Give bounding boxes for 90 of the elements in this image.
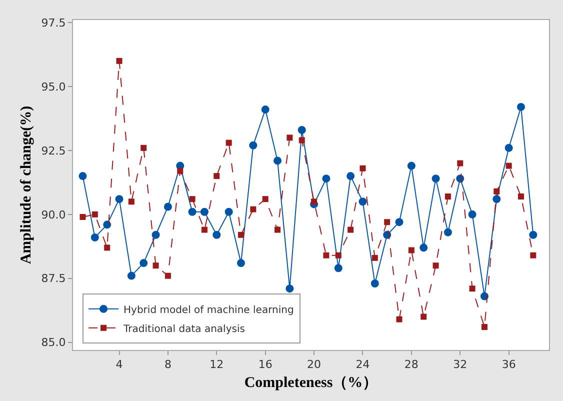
y-tick-label: 85.0 [41, 336, 66, 350]
x-tick-label: 8 [164, 358, 172, 372]
point [420, 314, 427, 320]
point [78, 172, 87, 180]
point [90, 233, 99, 242]
legend-label: Traditional data analysis [122, 324, 245, 335]
y-tick-label: 90.0 [41, 208, 66, 222]
point [80, 214, 86, 220]
point [200, 208, 208, 216]
point [116, 58, 122, 64]
point [177, 168, 184, 174]
point [238, 232, 244, 238]
point [396, 316, 402, 322]
point [395, 218, 404, 226]
point [226, 140, 232, 146]
point [517, 102, 525, 111]
point [188, 208, 196, 216]
y-tick-label: 95.0 [41, 80, 66, 94]
point [274, 226, 281, 233]
point [237, 259, 245, 268]
point [262, 196, 268, 202]
point [334, 264, 342, 272]
point [469, 286, 476, 292]
point [115, 195, 124, 204]
point [249, 141, 258, 150]
point [322, 174, 330, 183]
x-tick-label: 24 [356, 358, 370, 372]
point [152, 230, 160, 239]
point [360, 165, 366, 172]
point [298, 137, 305, 144]
x-tick-label: 16 [258, 358, 272, 372]
point [494, 188, 500, 194]
legend-label: Hybrid model of machine learning [124, 304, 294, 316]
point [408, 247, 414, 254]
point [457, 160, 464, 166]
x-tick-label: 32 [453, 358, 468, 372]
point [444, 194, 451, 200]
y-tick-label: 87.5 [41, 272, 66, 286]
point [189, 196, 196, 202]
point [335, 252, 342, 258]
point [530, 252, 536, 258]
point [128, 198, 134, 205]
point [286, 134, 293, 141]
point [372, 254, 378, 261]
point [127, 272, 136, 280]
point [407, 162, 416, 170]
point [323, 252, 330, 258]
point [346, 172, 355, 180]
point [518, 194, 524, 200]
point [444, 228, 452, 236]
point [92, 211, 98, 218]
x-axis-title: Completeness（%） [244, 375, 378, 392]
point [311, 198, 318, 205]
point [384, 219, 390, 226]
point [103, 220, 112, 229]
point [348, 226, 354, 233]
point [250, 206, 256, 212]
point [274, 156, 282, 165]
point [201, 226, 208, 233]
point [529, 230, 538, 239]
y-axis-title: Amplitude of change(%) [18, 106, 35, 264]
point [164, 202, 172, 211]
point [164, 272, 171, 279]
point [140, 144, 147, 151]
point [358, 198, 367, 206]
point [420, 244, 428, 252]
point [468, 210, 476, 218]
point [140, 259, 148, 268]
point [298, 126, 306, 134]
y-tick-label: 92.5 [41, 144, 66, 158]
point [432, 174, 440, 183]
point [481, 324, 488, 330]
point [212, 230, 221, 239]
point [152, 262, 159, 269]
point [104, 244, 110, 251]
point [370, 279, 379, 288]
point [504, 144, 513, 152]
point [492, 195, 501, 204]
point [214, 173, 220, 180]
x-tick-label: 28 [404, 358, 418, 372]
point [286, 284, 294, 293]
y-tick-label: 97.5 [41, 16, 66, 30]
x-tick-label: 4 [116, 358, 123, 372]
x-tick-label: 12 [210, 358, 224, 372]
point [506, 162, 512, 169]
point [432, 262, 439, 269]
x-tick-label: 20 [307, 358, 322, 372]
point [224, 208, 233, 216]
point [261, 106, 270, 114]
x-tick-label: 36 [502, 358, 516, 372]
